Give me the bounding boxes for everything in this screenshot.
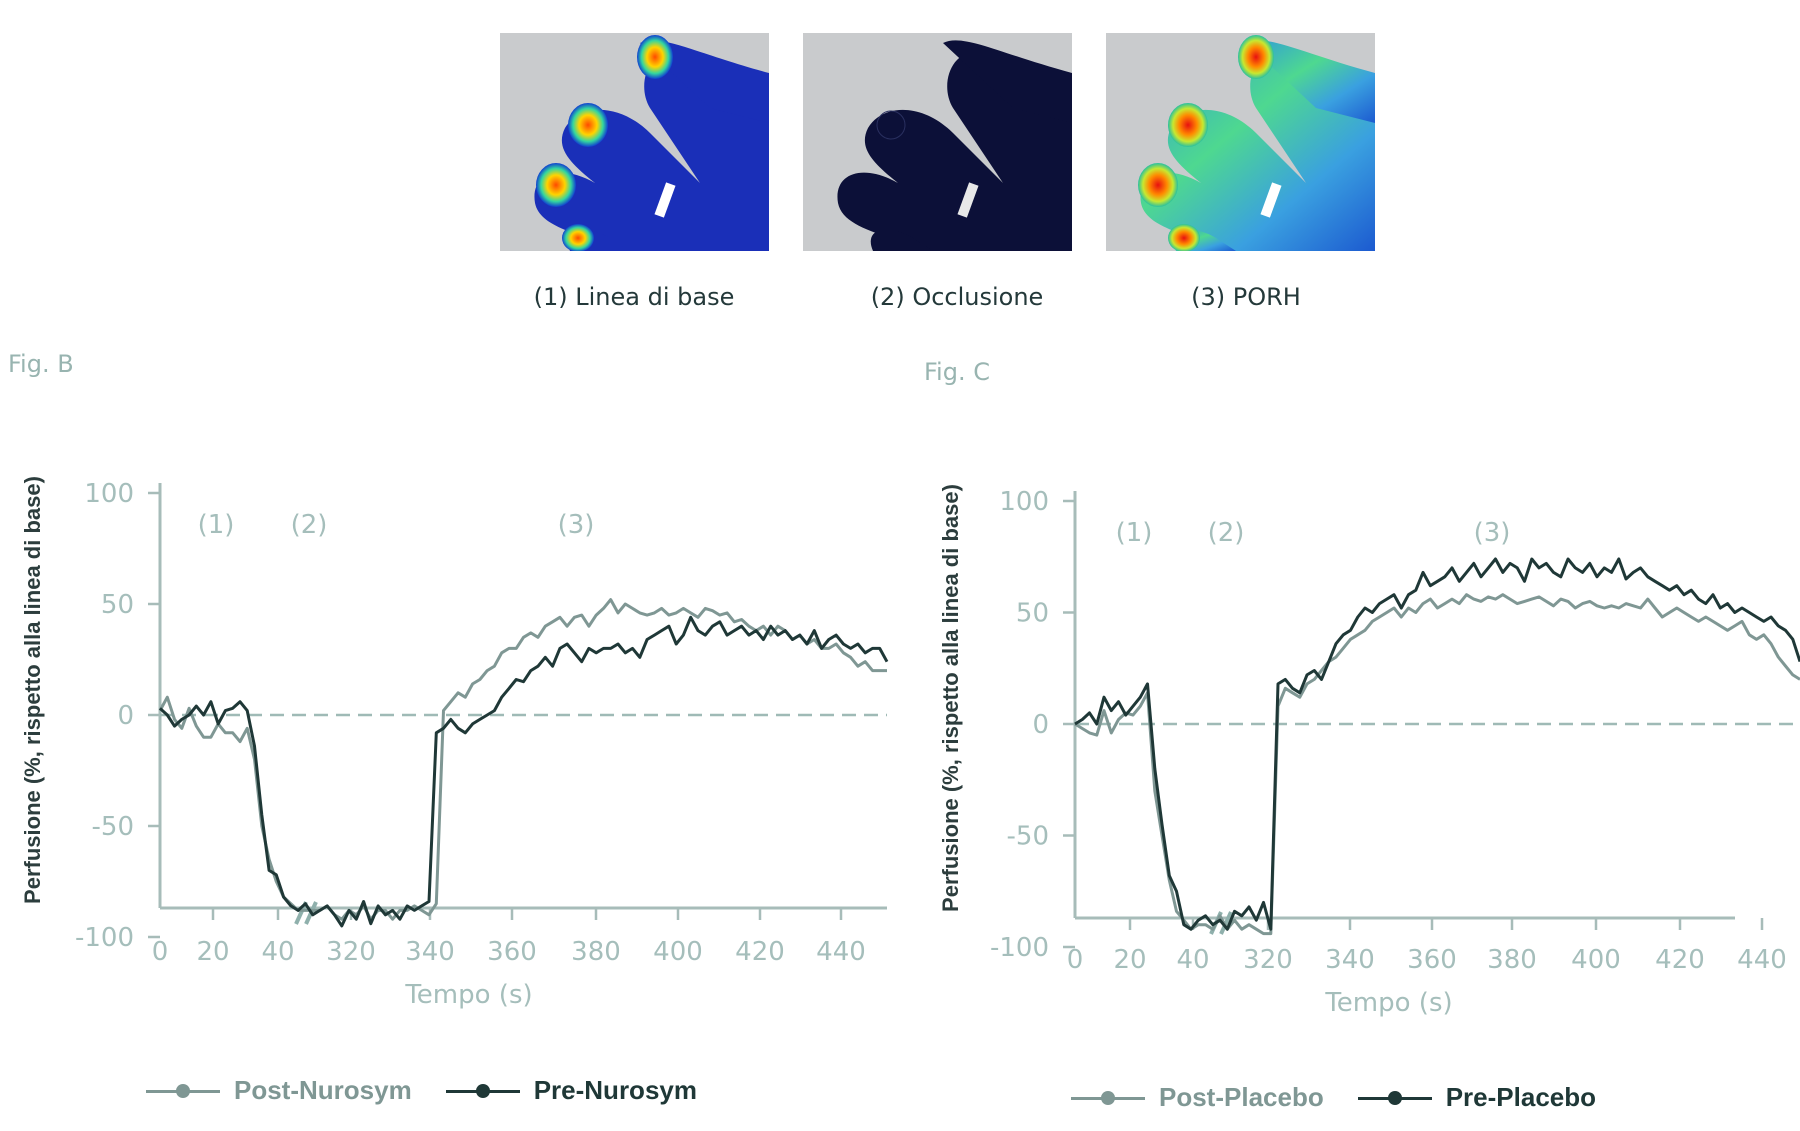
legend-swatch-pre-nurosym: [445, 1079, 520, 1103]
fig-b-legend: Post-Nurosym Pre-Nurosym: [146, 1075, 731, 1106]
fig-b-label: Fig. B: [8, 350, 74, 378]
fig-c-legend: Post-Placebo Pre-Placebo: [1071, 1082, 1630, 1113]
fig-c-x-tick-label: 320: [1243, 945, 1293, 975]
fig-c-label: Fig. C: [924, 358, 990, 386]
fig-b-x-tick-label: 0: [152, 937, 169, 967]
fig-b-x-tick-label: 20: [196, 937, 229, 967]
fig-c-y-tick-label: -50: [1007, 822, 1049, 852]
legend-label-post-nurosym: Post-Nurosym: [234, 1075, 412, 1105]
fig-c-x-axis-title: Tempo (s): [1324, 988, 1452, 1018]
thumbnail-baseline: [500, 33, 769, 251]
thumbnail-porh: [1106, 33, 1375, 251]
fig-c-y-axis-title: Perfusione (%, rispetto alla linea di ba…: [938, 484, 963, 912]
fig-c-y-tick-label: 50: [1016, 599, 1049, 629]
fig-c-phase-label: (1): [1116, 518, 1153, 548]
fig-b-y-axis-title: Perfusione (%, rispetto alla linea di ba…: [20, 476, 45, 904]
fig-b-y-tick-label: 50: [101, 590, 134, 620]
fig-b-x-axis-title: Tempo (s): [404, 980, 532, 1010]
fig-c-x-tick-label: 420: [1655, 945, 1705, 975]
fig-c-x-tick-label: 340: [1325, 945, 1375, 975]
fig-c-phase-label: (3): [1474, 518, 1511, 548]
legend-swatch-post-nurosym: [146, 1079, 220, 1103]
fig-c-x-tick-label: 20: [1113, 945, 1146, 975]
legend-swatch-post-placebo: [1071, 1086, 1145, 1110]
fig-b-x-tick-label: 320: [326, 937, 376, 967]
fig-c-x-tick-label: 0: [1067, 945, 1084, 975]
thumbnail-label-baseline: (1) Linea di base: [533, 283, 735, 311]
fig-b-phase-label: (1): [198, 510, 235, 540]
fig-b-x-tick-label: 380: [571, 937, 621, 967]
fig-c-x-tick-label: 360: [1407, 945, 1457, 975]
fig-b-x-tick-label: 420: [735, 937, 785, 967]
legend-item-pre-nurosym: Pre-Nurosym: [445, 1075, 697, 1106]
fig-c-y-tick-label: 0: [1032, 710, 1049, 740]
thumbnail-occlusion: [803, 33, 1072, 251]
fig-b-x-tick-label: 340: [405, 937, 455, 967]
legend-item-post-placebo: Post-Placebo: [1071, 1082, 1324, 1113]
fig-c-axis-break: [1219, 911, 1233, 935]
fig-b-y-tick-label: 0: [117, 701, 134, 731]
thumbnail-label-porh: (3) PORH: [1191, 283, 1301, 311]
fig-c-series-post-placebo: [1074, 593, 1800, 936]
fig-b-x-tick-label: 400: [653, 937, 703, 967]
fig-c-phase-label: (2): [1208, 518, 1245, 548]
thumbnail-label-occlusion: (2) Occlusione: [870, 283, 1044, 311]
fig-b-phase-label: (2): [291, 510, 328, 540]
fig-b-y-tick-label: -50: [92, 812, 134, 842]
fig-b-series-pre-nurosym: [158, 615, 889, 928]
legend-item-pre-placebo: Pre-Placebo: [1357, 1082, 1597, 1113]
legend-item-post-nurosym: Post-Nurosym: [146, 1075, 412, 1106]
perfusion-image-baseline: [500, 33, 769, 251]
legend-label-post-placebo: Post-Placebo: [1159, 1082, 1324, 1112]
perfusion-image-porh: [1106, 33, 1375, 251]
legend-label-pre-placebo: Pre-Placebo: [1445, 1082, 1597, 1112]
fig-b-x-tick-label: 440: [816, 937, 866, 967]
fig-c-y-tick-label: 100: [999, 487, 1049, 517]
fig-c-y-tick-label: -100: [990, 933, 1049, 963]
fig-b-y-tick-label: -100: [75, 923, 134, 953]
fig-c-x-tick-label: 440: [1737, 945, 1787, 975]
fig-b-phase-label: (3): [558, 510, 595, 540]
perfusion-image-occlusion: [803, 33, 1072, 251]
fig-b-x-tick-label: 40: [261, 937, 294, 967]
fig-c-x-tick-label: 400: [1571, 945, 1621, 975]
fig-c-series-pre-placebo: [1074, 557, 1800, 931]
fig-b-x-tick-label: 360: [487, 937, 537, 967]
fig-c-x-tick-label: 380: [1487, 945, 1537, 975]
legend-label-pre-nurosym: Pre-Nurosym: [533, 1075, 697, 1105]
fig-c-x-tick-label: 40: [1176, 945, 1209, 975]
legend-swatch-pre-placebo: [1357, 1086, 1432, 1110]
fig-b-y-tick-label: 100: [84, 479, 134, 509]
